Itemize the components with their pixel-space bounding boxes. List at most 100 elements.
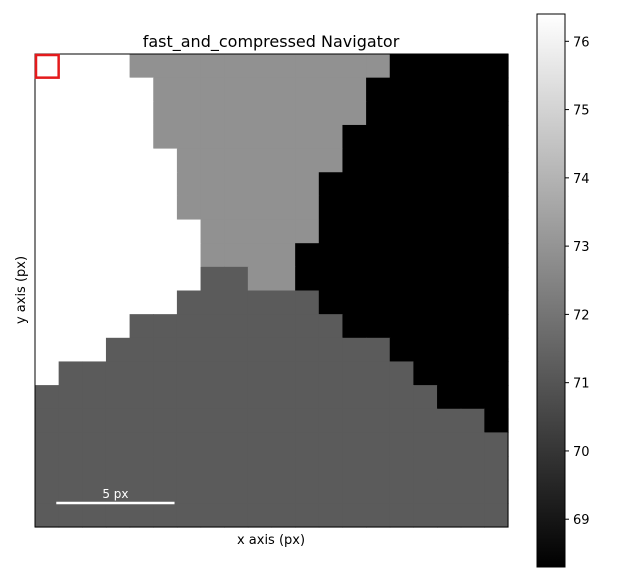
heatmap-cell bbox=[437, 479, 462, 504]
heatmap-cell bbox=[460, 314, 485, 339]
heatmap-cell bbox=[366, 101, 391, 126]
heatmap-cell bbox=[176, 266, 202, 292]
y-axis-label: y axis (px) bbox=[14, 256, 29, 324]
heatmap-cell bbox=[318, 195, 344, 221]
heatmap-cell bbox=[389, 361, 414, 386]
heatmap-cell bbox=[200, 385, 225, 410]
heatmap-grid[interactable] bbox=[35, 54, 509, 528]
heatmap-cell bbox=[153, 54, 178, 79]
heatmap-cell bbox=[105, 195, 131, 221]
colorbar-tick-label: 71 bbox=[573, 377, 590, 392]
heatmap-cell bbox=[437, 77, 462, 102]
colorbar-tick-label: 76 bbox=[573, 35, 590, 50]
heatmap-cell bbox=[176, 290, 202, 315]
heatmap-cell bbox=[271, 54, 296, 79]
heatmap-cell bbox=[295, 432, 320, 457]
heatmap-cell bbox=[247, 408, 273, 433]
heatmap-cell bbox=[200, 432, 225, 457]
heatmap-cell bbox=[271, 432, 296, 457]
heatmap-cell bbox=[342, 290, 367, 315]
heatmap-cell bbox=[200, 314, 225, 339]
heatmap-cell bbox=[129, 290, 154, 315]
heatmap-cell bbox=[318, 408, 344, 433]
heatmap-cell bbox=[295, 195, 320, 221]
heatmap-cell bbox=[224, 148, 249, 173]
chart-title: fast_and_compressed Navigator bbox=[143, 32, 400, 52]
heatmap-cell bbox=[35, 503, 60, 528]
heatmap-cell bbox=[413, 243, 438, 268]
heatmap-cell bbox=[176, 432, 202, 457]
heatmap-cell bbox=[484, 54, 509, 79]
heatmap-cell bbox=[176, 101, 202, 126]
heatmap-cell bbox=[271, 385, 296, 410]
heatmap-cell bbox=[105, 266, 131, 292]
heatmap-cell bbox=[366, 361, 391, 386]
heatmap-cell bbox=[342, 124, 367, 150]
heatmap-cell bbox=[176, 172, 202, 197]
heatmap-cell bbox=[58, 54, 83, 79]
heatmap-cell bbox=[247, 479, 273, 504]
heatmap-cell bbox=[224, 195, 249, 221]
heatmap-cell bbox=[342, 243, 367, 268]
heatmap-cell bbox=[153, 266, 178, 292]
heatmap-cell bbox=[247, 243, 273, 268]
heatmap-cell bbox=[105, 124, 131, 150]
heatmap-cell bbox=[342, 219, 367, 244]
x-axis-label: x axis (px) bbox=[237, 533, 305, 548]
heatmap-cell bbox=[200, 148, 225, 173]
heatmap-cell bbox=[200, 503, 225, 528]
heatmap-cell bbox=[342, 361, 367, 386]
heatmap-cell bbox=[295, 456, 320, 481]
heatmap-cell bbox=[366, 385, 391, 410]
heatmap-cell bbox=[82, 124, 107, 150]
heatmap-cell bbox=[460, 408, 485, 433]
selection-marker[interactable] bbox=[34, 53, 60, 79]
heatmap-cell bbox=[176, 195, 202, 221]
heatmap-cell bbox=[105, 361, 131, 386]
heatmap-cell bbox=[295, 266, 320, 292]
heatmap-cell bbox=[342, 195, 367, 221]
heatmap-cell bbox=[105, 479, 131, 504]
heatmap-cell bbox=[271, 479, 296, 504]
heatmap-cell bbox=[318, 148, 344, 173]
heatmap-cell bbox=[224, 361, 249, 386]
heatmap-cell bbox=[295, 54, 320, 79]
heatmap-cell bbox=[342, 503, 367, 528]
heatmap-cell bbox=[153, 148, 178, 173]
heatmap-cell bbox=[271, 314, 296, 339]
heatmap-cell bbox=[484, 148, 509, 173]
heatmap-cell bbox=[342, 54, 367, 79]
heatmap-cell bbox=[35, 361, 60, 386]
heatmap-cell bbox=[437, 243, 462, 268]
colorbar-tick-label: 69 bbox=[573, 513, 590, 528]
heatmap-cell bbox=[413, 314, 438, 339]
heatmap-cell bbox=[437, 503, 462, 528]
heatmap-cell bbox=[437, 219, 462, 244]
heatmap-cell bbox=[82, 219, 107, 244]
heatmap-cell bbox=[460, 456, 485, 481]
heatmap-cell bbox=[437, 337, 462, 363]
heatmap-cell bbox=[58, 408, 83, 433]
heatmap-cell bbox=[35, 101, 60, 126]
heatmap-cell bbox=[224, 124, 249, 150]
heatmap-cell bbox=[176, 54, 202, 79]
heatmap-cell bbox=[342, 456, 367, 481]
heatmap-cell bbox=[105, 243, 131, 268]
heatmap-cell bbox=[271, 290, 296, 315]
heatmap-cell bbox=[35, 219, 60, 244]
heatmap-cell bbox=[247, 385, 273, 410]
heatmap-cell bbox=[318, 266, 344, 292]
heatmap-cell bbox=[82, 77, 107, 102]
heatmap-cell bbox=[460, 361, 485, 386]
heatmap-cell bbox=[366, 314, 391, 339]
heatmap-cell bbox=[129, 101, 154, 126]
heatmap-cell bbox=[318, 124, 344, 150]
heatmap-cell bbox=[318, 479, 344, 504]
heatmap-cell bbox=[342, 148, 367, 173]
heatmap-cell bbox=[437, 148, 462, 173]
heatmap-cell bbox=[224, 503, 249, 528]
heatmap-cell bbox=[35, 172, 60, 197]
heatmap-cell bbox=[35, 243, 60, 268]
heatmap-cell bbox=[35, 314, 60, 339]
heatmap-cell bbox=[176, 385, 202, 410]
